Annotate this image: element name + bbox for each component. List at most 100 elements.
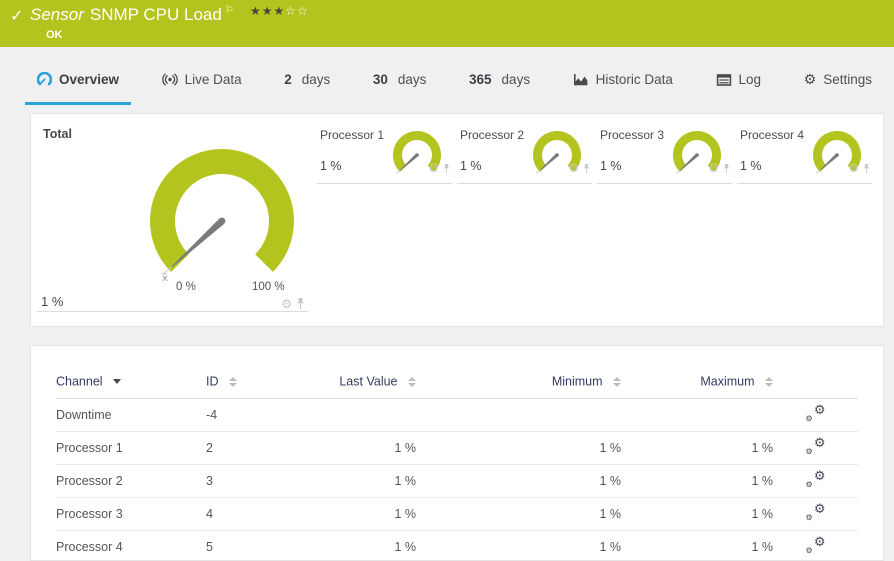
tab-historic-data[interactable]: Historic Data — [561, 60, 685, 105]
table-row[interactable]: Processor 4 5 1 % 1 % 1 % ⚙ ⚙ — [56, 530, 858, 561]
processor-gauge — [673, 131, 721, 174]
tab-365-days[interactable]: 365 days — [469, 72, 531, 87]
cell-id: 4 — [206, 497, 304, 531]
column-header-channel[interactable]: Channel — [56, 370, 206, 399]
average-marker: x̄ — [162, 273, 168, 284]
tab-2-days[interactable]: 2 days — [284, 72, 331, 87]
tab-overview[interactable]: Overview — [25, 60, 132, 105]
cell-minimum: 1 % — [416, 530, 621, 561]
sensor-type-label: Sensor — [30, 5, 84, 24]
table-body: Downtime -4 ⚙ ⚙ Processor 1 2 1 % 1 % 1 %… — [56, 398, 858, 561]
divider — [457, 183, 592, 184]
tab-label: Historic Data — [595, 72, 673, 87]
table-row[interactable]: Processor 1 2 1 % 1 % 1 % ⚙ ⚙ — [56, 431, 858, 465]
pin-icon[interactable] — [722, 163, 731, 174]
tab-label: Log — [738, 72, 762, 87]
tab-30-days[interactable]: 30 days — [372, 72, 427, 87]
sort-icon — [228, 376, 237, 387]
gauge-value: 1 % — [740, 159, 762, 173]
sort-icon — [765, 376, 773, 387]
channel-settings-icon[interactable]: ⚙ ⚙ — [805, 501, 826, 522]
tab-label: days — [301, 72, 331, 87]
star-empty-icons[interactable]: ☆☆ — [285, 4, 309, 18]
cell-channel: Downtime — [56, 398, 206, 432]
pin-icon[interactable] — [295, 297, 306, 310]
table-row[interactable]: Processor 2 3 1 % 1 % 1 % ⚙ ⚙ — [56, 464, 858, 498]
gauge-settings-icon[interactable]: ⚙ — [708, 161, 719, 175]
tab-log[interactable]: Log — [704, 60, 774, 105]
table-row[interactable]: Downtime -4 ⚙ ⚙ — [56, 398, 858, 432]
channel-settings-icon[interactable]: ⚙ ⚙ — [805, 468, 826, 489]
column-header-minimum[interactable]: Minimum — [416, 370, 621, 399]
channel-settings-icon[interactable]: ⚙ ⚙ — [805, 534, 826, 555]
tab-label: Live Data — [184, 72, 242, 87]
channels-panel: Channel ID Last Value Minimum Maximum — [30, 345, 884, 561]
divider — [317, 183, 452, 184]
cell-channel: Processor 1 — [56, 431, 206, 465]
tab-label: days — [501, 72, 531, 87]
channel-settings-icon[interactable]: ⚙ ⚙ — [805, 435, 826, 456]
status-badge: OK — [46, 29, 63, 41]
cell-id: 3 — [206, 464, 304, 498]
cell-maximum — [621, 398, 773, 432]
processor-gauge — [533, 131, 581, 174]
pin-icon[interactable] — [582, 163, 591, 174]
gauge-value: 1 % — [320, 159, 342, 173]
cell-minimum — [416, 398, 621, 432]
cell-maximum: 1 % — [621, 464, 773, 498]
cell-channel: Processor 3 — [56, 497, 206, 531]
divider — [737, 183, 872, 184]
tab-label: Overview — [59, 72, 120, 87]
gauge-min-label: 0 % — [176, 281, 196, 292]
column-header-id[interactable]: ID — [206, 370, 304, 399]
cell-minimum: 1 % — [416, 464, 621, 498]
gauge-settings-icon[interactable]: ⚙ — [281, 296, 292, 311]
gauge-settings-icon[interactable]: ⚙ — [848, 161, 859, 175]
cell-last-value: 1 % — [304, 530, 416, 561]
cell-maximum: 1 % — [621, 530, 773, 561]
pin-icon[interactable] — [442, 163, 451, 174]
gauge-max-label: 100 % — [252, 281, 285, 292]
cell-id: -4 — [206, 398, 304, 432]
cell-maximum: 1 % — [621, 431, 773, 465]
column-header-maximum[interactable]: Maximum — [621, 370, 773, 399]
gauges-panel: Total x̄ 0 % 100 % 1 % ⚙ Processor 1 — [30, 113, 884, 327]
cell-id: 5 — [206, 530, 304, 561]
divider — [597, 183, 732, 184]
gauge-title: Processor 3 — [600, 128, 665, 142]
channel-settings-icon[interactable]: ⚙ ⚙ — [805, 402, 826, 423]
sort-icon — [613, 376, 621, 387]
processor-gauges: Processor 1 1 % ⚙ Processor 2 1 % ⚙ — [317, 114, 877, 326]
table-row[interactable]: Processor 3 4 1 % 1 % 1 % ⚙ ⚙ — [56, 497, 858, 531]
page-title: Sensor SNMP CPU Load ⚐ — [30, 5, 234, 25]
tab-settings[interactable]: ⚙ Settings — [792, 60, 884, 105]
flag-icon[interactable]: ⚐ — [224, 5, 234, 17]
gauge-settings-icon[interactable]: ⚙ — [428, 161, 439, 175]
gear-icon: ⚙ — [803, 71, 817, 88]
tab-live-data[interactable]: Live Data — [150, 60, 254, 105]
gauge-icon — [37, 72, 52, 86]
log-icon — [716, 73, 731, 86]
priority-stars[interactable]: ★★★☆☆ — [250, 4, 309, 18]
cell-last-value — [304, 398, 416, 432]
cell-minimum: 1 % — [416, 431, 621, 465]
ok-check-icon: ✓ — [10, 6, 24, 25]
gauge-title: Processor 1 — [320, 128, 385, 142]
sort-desc-icon — [113, 379, 122, 385]
processor-gauge — [813, 131, 861, 174]
gauge-settings-icon[interactable]: ⚙ — [568, 161, 579, 175]
gauge-value: 1 % — [41, 294, 64, 309]
gauge-title: Processor 2 — [460, 128, 525, 142]
cell-channel: Processor 2 — [56, 464, 206, 498]
pin-icon[interactable] — [862, 163, 871, 174]
gauge-value: 1 % — [460, 159, 482, 173]
cell-minimum: 1 % — [416, 497, 621, 531]
cell-maximum: 1 % — [621, 497, 773, 531]
gauge-cell-total: Total x̄ 0 % 100 % 1 % ⚙ — [31, 114, 314, 326]
column-header-last-value[interactable]: Last Value — [304, 370, 416, 399]
star-filled-icons[interactable]: ★★★ — [250, 4, 286, 18]
gauge-cell-processor: Processor 3 1 % ⚙ — [597, 114, 737, 184]
gauge-title: Total — [43, 127, 72, 141]
cell-last-value: 1 % — [304, 497, 416, 531]
gauge-title: Processor 4 — [740, 128, 805, 142]
